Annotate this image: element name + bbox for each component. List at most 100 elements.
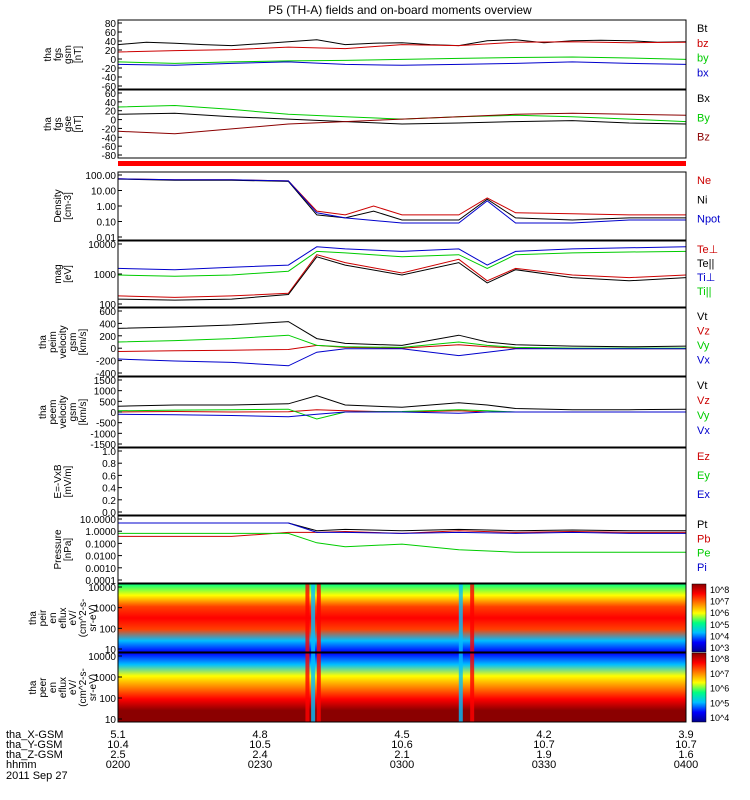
y-tick-label: 1000 xyxy=(94,604,117,615)
legend-entry: Ez xyxy=(697,451,710,463)
y-tick-label: 10000 xyxy=(88,240,116,251)
legend-entry: bz xyxy=(697,38,709,50)
series-line-Ne xyxy=(117,178,686,216)
y-axis-label-line: [mV/m] xyxy=(63,465,74,497)
colorbar xyxy=(691,583,707,653)
ephemeris-value: 4.5 xyxy=(394,729,409,741)
panel-frame xyxy=(117,515,687,584)
spectrogram-band xyxy=(305,584,310,652)
y-tick-label: 0.6 xyxy=(102,471,116,482)
y-tick-label: -1000 xyxy=(90,429,116,440)
panel-frame xyxy=(117,19,687,90)
panel-frame xyxy=(117,583,687,653)
legend-entry: Vz xyxy=(697,395,710,407)
legend-entry: Bx xyxy=(697,93,710,105)
panel-frame xyxy=(117,171,687,241)
spectrogram xyxy=(118,653,686,722)
y-tick-label: 60 xyxy=(105,28,117,39)
y-axis-label-line: velocity xyxy=(58,395,69,428)
ephemeris-value: 0200 xyxy=(106,759,130,771)
panel-10: 10^8 10^7 10^6 10^5 10^4 10000 1000 100 10 tha pee… xyxy=(28,652,729,726)
y-axis-label-line: tha xyxy=(43,117,54,131)
colorbar-tick-label: 10^8 xyxy=(710,654,729,664)
y-tick-label: 1.0000 xyxy=(85,527,116,538)
y-tick-label: 40 xyxy=(105,98,117,109)
legend-entry: Vt xyxy=(697,311,707,323)
series-line-Vt xyxy=(117,321,687,348)
y-tick-label: 100 xyxy=(99,300,116,311)
y-axis-label: Density [cm-3] xyxy=(53,189,74,222)
y-axis-label-line: [nT] xyxy=(73,46,84,63)
y-tick-label: 10000 xyxy=(88,583,116,594)
y-tick-label: -400 xyxy=(96,369,116,380)
y-axis-label-line: [km/s] xyxy=(78,398,89,425)
series-line-Pi xyxy=(118,522,686,534)
spectrogram-band xyxy=(458,584,463,652)
legend-entry: Pb xyxy=(697,533,710,545)
spectrogram-band xyxy=(316,584,321,652)
y-axis-label-line: gsm xyxy=(68,403,79,422)
ephemeris-value: 10.7 xyxy=(533,739,554,751)
y-axis-label-line: Density xyxy=(53,189,64,222)
ephemeris-value: 0400 xyxy=(674,759,698,771)
y-tick-label: -500 xyxy=(96,419,116,430)
y-tick-label: 400 xyxy=(99,319,116,330)
y-axis-label-line: eV/ xyxy=(68,680,79,695)
y-tick-label: 80 xyxy=(105,19,117,30)
legend-entry: Bz xyxy=(697,132,710,144)
y-tick-label: 20 xyxy=(105,107,117,118)
series-line-Ti|| xyxy=(117,250,687,277)
colorbar-tick-label: 10^5 xyxy=(710,620,729,630)
legend-entry: Ex xyxy=(697,489,710,501)
y-axis-label-line: [km/s] xyxy=(78,328,89,355)
series-line-Bz xyxy=(117,112,687,135)
ephemeris-row-label: tha_X-GSM xyxy=(6,729,63,741)
y-axis-label-line: [eV] xyxy=(63,265,74,283)
ephemeris-value: 2.4 xyxy=(252,749,267,761)
y-axis-label-line: tha xyxy=(43,47,54,61)
y-tick-label: 0 xyxy=(110,408,116,419)
spectrogram-band xyxy=(305,653,310,722)
legend-entry: bx xyxy=(697,67,709,79)
y-axis-label: tha fgs gsm [nT] xyxy=(43,45,84,64)
colorbar-tick-label: 10^7 xyxy=(710,597,729,607)
y-tick-label: 1000 xyxy=(94,673,117,684)
colorbar-tick-label: 10^5 xyxy=(710,698,729,708)
y-axis-label-line: peim xyxy=(48,331,59,353)
legend-entry: Ey xyxy=(697,470,710,482)
y-tick-label: -40 xyxy=(102,73,117,84)
y-tick-label: -20 xyxy=(102,64,117,75)
panel-7: 1.00.80.6 0.40.20.0 E=-VxB [mV/m] Ez Ey Ex xyxy=(53,447,710,519)
legend-entry: Vt xyxy=(697,380,707,392)
y-axis-label-line: (cm^2-s- xyxy=(78,668,89,707)
y-tick-label: 0.0010 xyxy=(85,564,116,575)
ephemeris-value: 2.1 xyxy=(394,749,409,761)
legend-entry: Pt xyxy=(697,519,707,531)
y-tick-label: 0.01 xyxy=(97,233,117,244)
colorbar-tick-label: 10^4 xyxy=(710,631,729,641)
legend-entry: Ne xyxy=(697,175,711,187)
y-axis-label-line: tha xyxy=(38,335,49,349)
y-axis-label-line: velocity xyxy=(58,325,69,358)
y-tick-label: 1000 xyxy=(94,387,117,398)
y-tick-label: 0.4 xyxy=(102,484,116,495)
colorbar-tick-label: 10^6 xyxy=(710,608,729,618)
panel-frame xyxy=(117,89,687,159)
ephemeris-value: 10.7 xyxy=(675,739,696,751)
colorbar-tick-label: 10^7 xyxy=(710,669,729,679)
panel-4: 10000 1000 100 mag [eV] Te⊥ Te|| Ti⊥ Ti|| xyxy=(53,240,718,311)
series-line-Vx xyxy=(117,348,686,367)
series-line-Pt xyxy=(118,522,686,532)
y-axis-label-line: peir xyxy=(38,609,49,626)
ephemeris-value: 4.8 xyxy=(252,729,267,741)
legend-entry: Vx xyxy=(697,425,710,437)
y-tick-label: 100.00 xyxy=(85,171,116,182)
y-axis-label-line: gse xyxy=(63,116,74,133)
spectrogram xyxy=(118,584,686,652)
series-line-bz xyxy=(117,41,687,53)
y-axis-label-line: tha xyxy=(28,611,39,625)
y-axis-label: mag [eV] xyxy=(53,264,74,283)
panel-frame xyxy=(117,307,687,377)
